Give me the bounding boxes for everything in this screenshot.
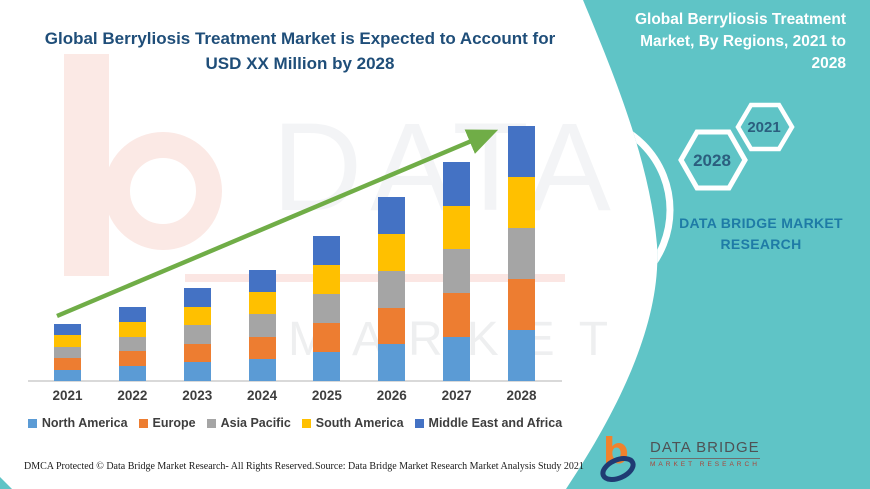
data-bridge-logo-icon: b: [600, 431, 636, 482]
bar-segment-europe: [118, 351, 146, 367]
bar-segment-asia-pacific: [118, 336, 146, 352]
legend-swatch: [301, 418, 311, 428]
bar-2021: [54, 323, 81, 381]
bar-segment-south-america: [54, 335, 81, 347]
x-axis-label-2022: 2022: [117, 388, 148, 403]
hexagon-2021-label: 2021: [747, 119, 780, 136]
data-bridge-logo: b DATA BRIDGE MARKET RESEARCH: [596, 430, 760, 482]
x-axis-label-2021: 2021: [52, 388, 83, 403]
legend-item-north-america: North America: [27, 416, 128, 430]
bar-segment-europe: [508, 279, 536, 330]
logo-name: DATA BRIDGE: [650, 439, 760, 459]
bar-segment-north-america: [378, 344, 406, 381]
bar-segment-south-america: [508, 177, 536, 228]
bar-segment-north-america: [313, 351, 341, 381]
x-axis-label-2023: 2023: [182, 388, 213, 403]
bar-segment-north-america: [118, 366, 146, 381]
legend-item-middle-east-and-africa: Middle East and Africa: [414, 416, 563, 430]
legend-item-south-america: South America: [301, 416, 404, 430]
bar-2028: [508, 126, 536, 381]
x-axis-label-2028: 2028: [506, 388, 537, 403]
legend-label: Middle East and Africa: [428, 416, 563, 430]
dmca-notice: DMCA Protected © Data Bridge Market Rese…: [24, 461, 315, 472]
bar-segment-europe: [248, 336, 276, 359]
x-axis-line: [28, 380, 562, 382]
chart-legend: North America Europe Asia Pacific South Ame…: [27, 416, 563, 430]
legend-label: Asia Pacific: [220, 416, 291, 430]
bar-segment-south-america: [118, 321, 146, 337]
hexagon-2028-label: 2028: [693, 151, 731, 170]
bar-segment-north-america: [54, 369, 81, 381]
bar-segment-europe: [313, 322, 341, 352]
bar-segment-north-america: [248, 358, 276, 381]
logo-subtitle: MARKET RESEARCH: [650, 461, 760, 468]
legend-swatch: [206, 418, 216, 428]
bar-segment-europe: [183, 343, 211, 363]
legend-swatch: [414, 418, 424, 428]
bar-segment-asia-pacific: [54, 346, 81, 359]
bar-segment-north-america: [183, 362, 211, 381]
legend-label: North America: [41, 416, 128, 430]
legend-item-asia-pacific: Asia Pacific: [206, 416, 291, 430]
legend-label: South America: [315, 416, 404, 430]
brand-wordmark: DATA BRIDGE MARKET RESEARCH: [679, 215, 843, 252]
x-axis-label-2027: 2027: [441, 388, 472, 403]
bar-segment-asia-pacific: [508, 228, 536, 279]
bar-segment-asia-pacific: [248, 314, 276, 337]
legend-swatch: [27, 418, 37, 428]
bar-segment-europe: [54, 358, 81, 370]
legend-label: Europe: [152, 416, 196, 430]
x-axis-label-2024: 2024: [247, 388, 278, 403]
x-axis-label-2025: 2025: [311, 388, 342, 403]
bar-segment-middle-east-and-africa: [54, 323, 81, 336]
legend-item-europe: Europe: [138, 416, 196, 430]
x-axis-label-2026: 2026: [376, 388, 407, 403]
chart-title: Global Berryliosis Treatment Market is E…: [44, 29, 556, 73]
source-note: Source: Data Bridge Market Research Mark…: [315, 461, 584, 472]
legend-swatch: [138, 418, 148, 428]
bar-segment-asia-pacific: [183, 325, 211, 344]
bar-segment-north-america: [443, 337, 471, 381]
bar-segment-middle-east-and-africa: [508, 126, 536, 177]
bar-segment-north-america: [508, 330, 536, 381]
